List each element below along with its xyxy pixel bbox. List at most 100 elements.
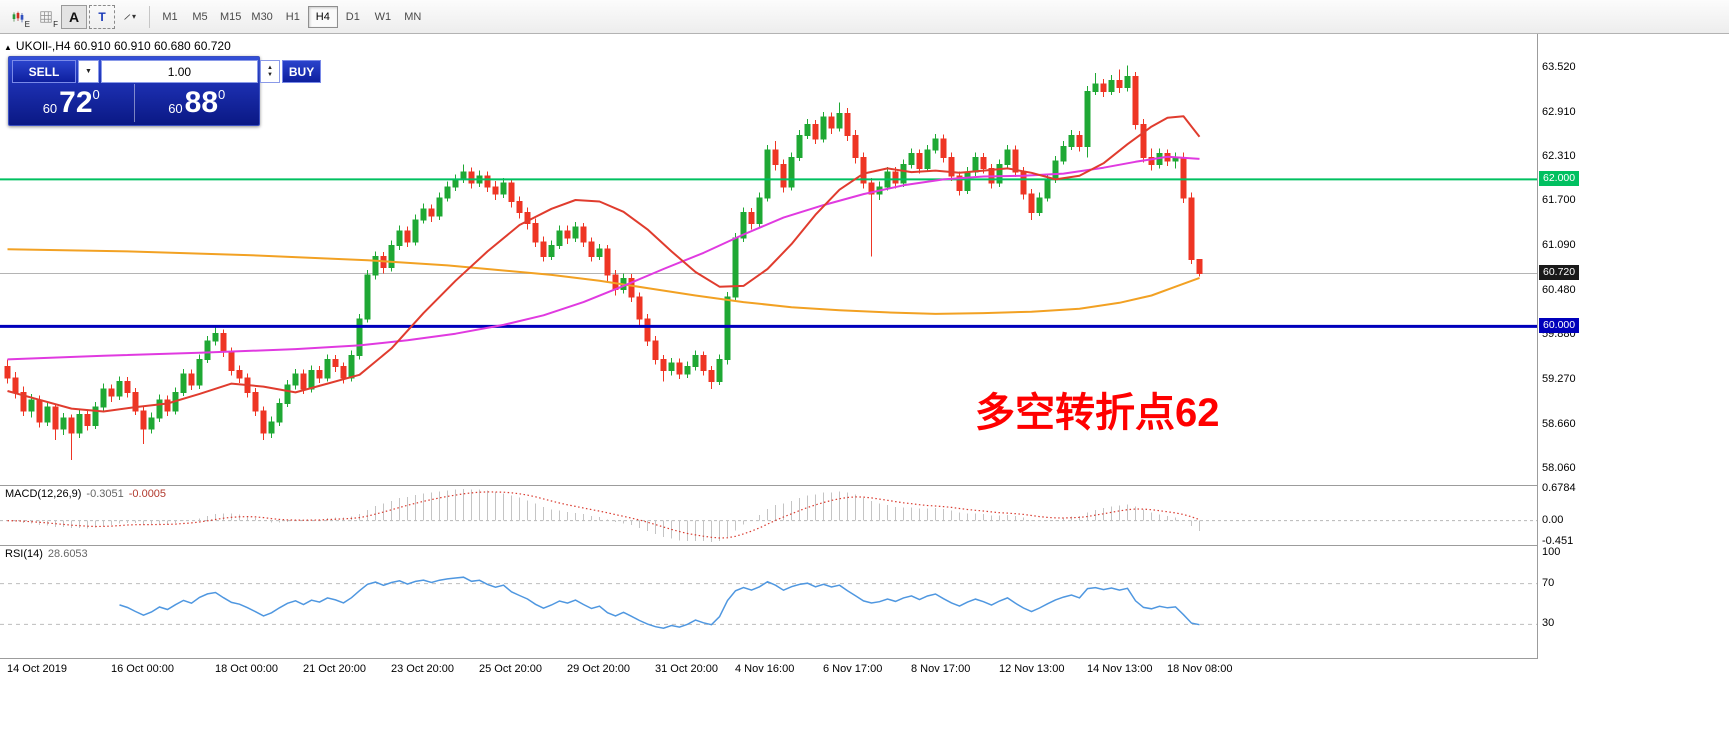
rsi-axis-label: 70 bbox=[1542, 576, 1555, 589]
trade-prices-row: 60 72 0 60 88 0 bbox=[9, 84, 259, 122]
time-axis-label: 21 Oct 20:00 bbox=[303, 663, 366, 675]
symbol-header: ▲ UKOIl-,H4 60.910 60.910 60.680 60.720 bbox=[4, 39, 231, 53]
chevron-down-icon: ▾ bbox=[131, 12, 136, 21]
macd-signal-value: -0.0005 bbox=[128, 488, 167, 500]
buy-price-base: 60 bbox=[168, 101, 183, 116]
macd-histogram-layer bbox=[14, 488, 1201, 542]
time-axis-label: 23 Oct 20:00 bbox=[391, 663, 454, 675]
candlestick-chart-tool-button[interactable]: E bbox=[5, 5, 31, 29]
chart-annotation-text[interactable]: 多空转折点62 bbox=[975, 391, 1220, 435]
rsi-value: 28.6053 bbox=[47, 548, 88, 560]
moving-averages-layer bbox=[7, 115, 1201, 413]
rsi-label: RSI(14) bbox=[5, 548, 43, 560]
price-scale-divider bbox=[1537, 34, 1538, 659]
draw-tools-dropdown-button[interactable]: ▾ bbox=[117, 5, 143, 29]
time-axis-label: 16 Oct 00:00 bbox=[111, 663, 174, 675]
grid-chart-tool-button[interactable]: F bbox=[33, 5, 59, 29]
price-axis-label: 60.480 bbox=[1542, 284, 1576, 297]
timeframe-mn-button[interactable]: MN bbox=[398, 6, 428, 28]
timeframe-m1-button[interactable]: M1 bbox=[155, 6, 185, 28]
macd-axis-label: 0.00 bbox=[1542, 513, 1564, 526]
macd-label: MACD(12,26,9) bbox=[5, 488, 82, 500]
price-axis-label: 61.700 bbox=[1542, 194, 1576, 207]
rsi-indicator-chart[interactable] bbox=[0, 546, 1537, 658]
price-line-label: 60.720 bbox=[1539, 265, 1580, 281]
price-line-label: 62.000 bbox=[1539, 171, 1580, 187]
trade-controls-row: SELL ▼ ▲▼ BUY bbox=[9, 57, 322, 83]
candlestick-icon bbox=[12, 11, 24, 22]
volume-dropdown-button[interactable]: ▼ bbox=[78, 60, 99, 83]
price-axis-label: 63.520 bbox=[1542, 60, 1576, 73]
text-box-tool-button[interactable]: T bbox=[89, 4, 115, 29]
macd-value: -0.3051 bbox=[86, 488, 124, 500]
time-axis-label: 14 Oct 2019 bbox=[7, 663, 67, 675]
sell-price-base: 60 bbox=[42, 101, 58, 116]
macd-indicator-chart[interactable] bbox=[0, 486, 1537, 545]
chart-workspace: ▲ UKOIl-,H4 60.910 60.910 60.680 60.720 S… bbox=[0, 34, 1729, 750]
sell-price-big: 72 bbox=[59, 86, 93, 119]
rsi-line bbox=[119, 576, 1200, 629]
price-scale[interactable]: 63.520 62.910 62.310 61.700 61.090 60.480 59.8… bbox=[1538, 34, 1729, 682]
timeframe-d1-button[interactable]: D1 bbox=[338, 6, 368, 28]
toolbar-separator bbox=[149, 5, 150, 28]
text-label-tool-button[interactable]: A bbox=[61, 4, 87, 29]
time-axis-label: 4 Nov 16:00 bbox=[735, 663, 795, 675]
one-click-trading-panel: SELL ▼ ▲▼ BUY 60 72 0 60 88 0 bbox=[8, 56, 322, 126]
time-axis-label: 18 Nov 08:00 bbox=[1167, 663, 1233, 675]
timeframe-m30-button[interactable]: M30 bbox=[246, 6, 277, 28]
time-axis-label: 31 Oct 20:00 bbox=[655, 663, 718, 675]
panel-divider bbox=[0, 658, 1729, 659]
timeframe-h1-button[interactable]: H1 bbox=[278, 6, 308, 28]
time-axis-label: 8 Nov 17:00 bbox=[911, 663, 971, 675]
price-axis-label: 62.910 bbox=[1542, 105, 1576, 118]
buy-button[interactable]: BUY bbox=[281, 60, 322, 83]
tool-badge: E bbox=[24, 19, 30, 29]
macd-panel-title: MACD(12,26,9) -0.3051 -0.0005 bbox=[5, 488, 166, 500]
grid-icon bbox=[40, 10, 52, 23]
timeframe-m5-button[interactable]: M5 bbox=[185, 6, 215, 28]
volume-stepper[interactable]: ▲ ▼ bbox=[259, 60, 280, 83]
tool-badge: F bbox=[53, 19, 58, 29]
symbol-ohlc-text: UKOIl-,H4 60.910 60.910 60.680 60.720 bbox=[15, 39, 231, 53]
time-scale[interactable]: 14 Oct 2019 16 Oct 00:00 18 Oct 00:00 21 Oc… bbox=[0, 659, 1729, 682]
time-axis-label: 29 Oct 20:00 bbox=[567, 663, 630, 675]
price-axis-label: 61.090 bbox=[1542, 239, 1576, 252]
price-axis-label: 59.270 bbox=[1542, 372, 1576, 385]
time-axis-label: 6 Nov 17:00 bbox=[823, 663, 883, 675]
buy-price-big: 88 bbox=[184, 86, 219, 119]
panel-divider[interactable] bbox=[0, 545, 1729, 546]
sell-price-pip: 0 bbox=[92, 87, 100, 102]
price-axis-label: 58.660 bbox=[1542, 417, 1576, 430]
macd-axis-label: 0.6784 bbox=[1542, 481, 1576, 494]
time-axis-label: 18 Oct 00:00 bbox=[215, 663, 278, 675]
time-axis-label: 25 Oct 20:00 bbox=[479, 663, 542, 675]
main-toolbar: E F A T ▾ M1 M5 M15 M30 H1 H4 D1 W1 MN bbox=[0, 0, 1729, 34]
price-axis-label: 58.060 bbox=[1542, 461, 1576, 474]
chevron-down-icon: ▼ bbox=[85, 68, 92, 75]
buy-price[interactable]: 60 88 0 bbox=[133, 84, 260, 122]
panel-divider[interactable] bbox=[0, 485, 1729, 486]
volume-input[interactable] bbox=[100, 60, 258, 83]
main-price-chart[interactable] bbox=[0, 34, 1537, 485]
timeframe-h4-button[interactable]: H4 bbox=[307, 5, 338, 28]
timeframe-m15-button[interactable]: M15 bbox=[215, 6, 246, 28]
ma-mid-magenta bbox=[7, 155, 1200, 361]
one-click-panel-toggle-icon[interactable]: ▲ bbox=[4, 43, 12, 52]
time-axis-label: 12 Nov 13:00 bbox=[999, 663, 1065, 675]
price-line-label: 60.000 bbox=[1539, 318, 1580, 334]
ma-fast-red bbox=[7, 115, 1201, 413]
ma-slow-orange bbox=[7, 248, 1200, 315]
price-axis-label: 62.310 bbox=[1542, 149, 1576, 162]
candles-layer bbox=[4, 65, 1203, 461]
buy-price-pip: 0 bbox=[218, 87, 226, 102]
rsi-axis-label: 100 bbox=[1542, 546, 1561, 559]
stepper-up-icon: ▲ bbox=[266, 64, 273, 71]
timeframe-w1-button[interactable]: W1 bbox=[368, 6, 398, 28]
macd-signal-line bbox=[7, 491, 1200, 539]
sell-button[interactable]: SELL bbox=[12, 60, 76, 83]
macd-axis-label: -0.451 bbox=[1542, 534, 1574, 547]
rsi-panel-title: RSI(14) 28.6053 bbox=[5, 548, 88, 560]
sell-price[interactable]: 60 72 0 bbox=[9, 84, 134, 122]
rsi-axis-label: 30 bbox=[1542, 617, 1555, 630]
